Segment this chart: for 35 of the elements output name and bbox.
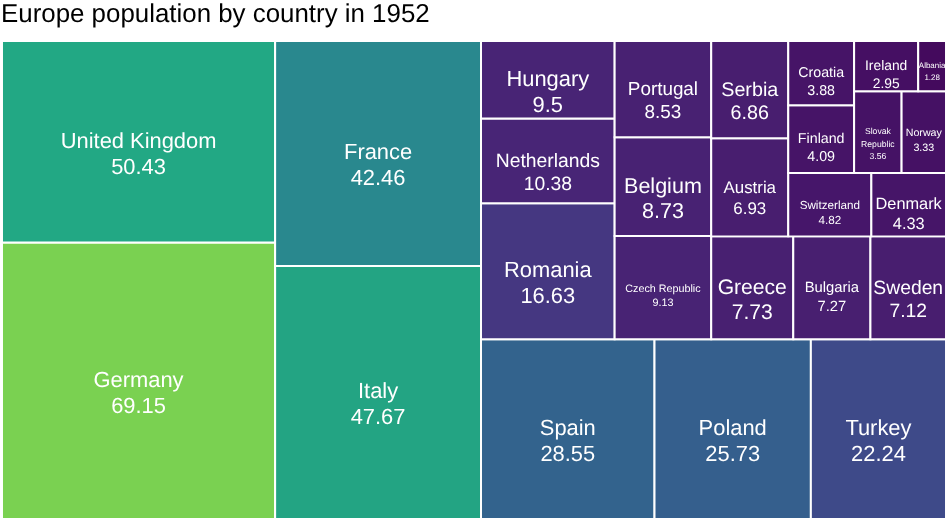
data-label: 42.46 [350,167,406,192]
category-label: United Kingdom [60,129,217,154]
category-label: Portugal [627,77,699,100]
data-label: 10.38 [523,174,572,197]
data-label: 47.67 [350,406,406,431]
data-label: 4.33 [892,215,926,234]
category-label: Poland [698,417,767,442]
data-label: 28.55 [540,442,596,467]
category-label: Romania [504,259,594,284]
data-label: 8.73 [641,200,684,225]
data-label: 7.73 [731,300,774,325]
category-label: Greece [717,275,788,300]
category-label: Turkey [845,417,913,442]
data-label: 6.93 [733,198,767,219]
data-label: 8.53 [644,99,682,122]
category-label: Belgium [624,174,702,199]
data-label: 7.12 [889,301,928,324]
data-label: 50.43 [111,155,166,180]
data-label: 22.24 [851,442,906,467]
data-label: 6.86 [730,103,770,126]
category-label: Germany [93,368,185,393]
data-label: 69.15 [111,394,166,419]
category-label: Serbia [721,79,780,102]
data-label: 16.63 [520,285,576,310]
category-label: Spain [539,417,596,442]
data-label: 9.5 [532,93,564,118]
category-label: Netherlands [495,150,601,173]
category-label: Hungary [506,67,591,92]
text: Europe population by country in 1952 [1,0,430,29]
category-label: Sweden [873,277,944,300]
category-label: Italy [358,380,400,405]
category-label: France [344,141,413,166]
data-label: 25.73 [705,442,761,467]
category-label: Austria [723,177,777,198]
category-label: Denmark [875,194,944,213]
